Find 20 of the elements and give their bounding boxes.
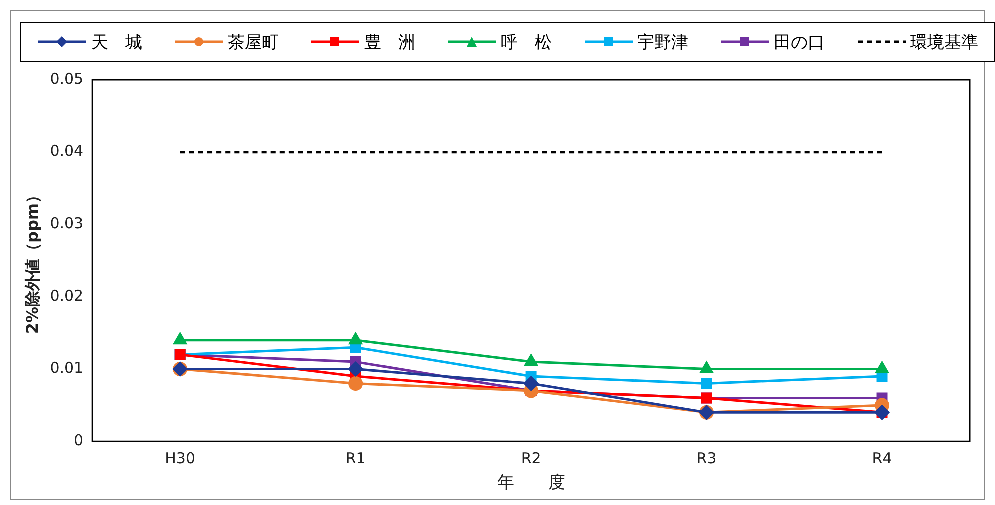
y-axis-title: 2%除外値（ppm）: [22, 187, 42, 334]
x-tick-label: H30: [165, 449, 196, 468]
x-tick-label: R2: [521, 449, 542, 468]
y-tick-label: 0.03: [50, 214, 84, 233]
x-tick-label: R3: [696, 449, 717, 468]
legend-label: 田の口: [774, 32, 826, 54]
y-tick-label: 0.04: [50, 142, 84, 160]
y-tick-label: 0.05: [50, 70, 84, 88]
x-tick-label: R1: [346, 449, 366, 468]
legend-label: 茶屋町: [228, 32, 279, 54]
x-axis-title: 年 度: [497, 473, 566, 494]
x-tick-label: R4: [872, 449, 892, 468]
legend-label: 天 城: [91, 32, 142, 54]
y-tick-label: 0: [74, 431, 84, 450]
y-tick-label: 0.01: [50, 359, 84, 378]
legend-label: 宇野津: [638, 32, 689, 54]
legend-label: 呼 松: [500, 32, 552, 54]
legend-label: 環境基準: [910, 32, 979, 54]
y-tick-label: 0.02: [50, 286, 84, 305]
legend-label: 豊 洲: [364, 32, 416, 54]
